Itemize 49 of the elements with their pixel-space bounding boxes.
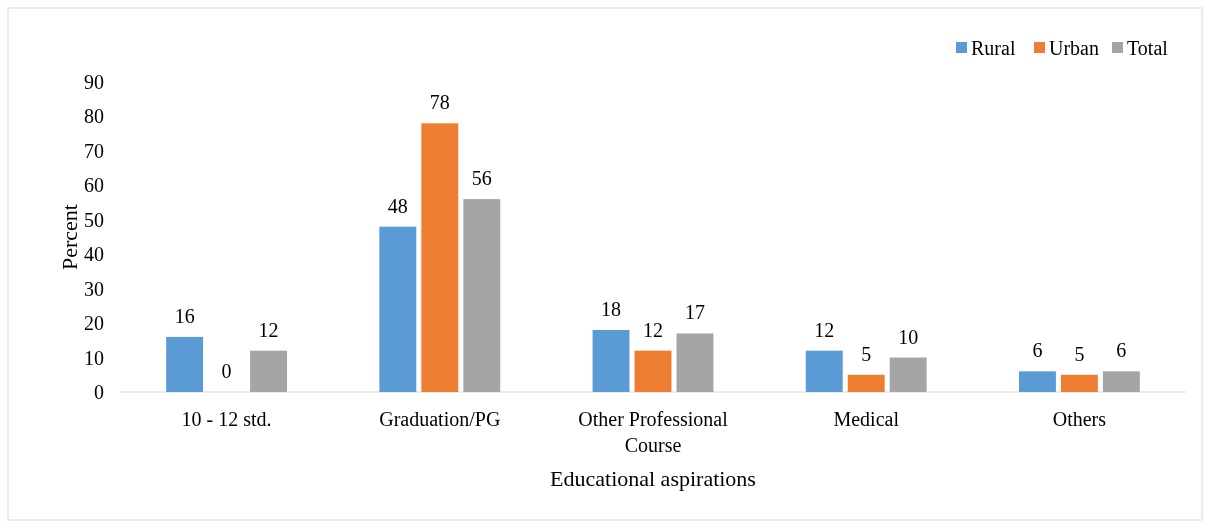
data-label: 12 (643, 318, 663, 341)
data-label: 12 (258, 318, 279, 341)
data-label: 16 (174, 304, 195, 327)
data-label: 48 (387, 194, 408, 217)
bar (889, 357, 927, 392)
bar (421, 123, 459, 392)
bar (379, 226, 417, 392)
legend-label: Rural (971, 37, 1016, 59)
data-label: 10 (898, 325, 919, 348)
bar (592, 330, 630, 392)
bar (634, 350, 672, 392)
data-label: 6 (1032, 339, 1043, 362)
x-axis-title: Educational aspirations (550, 466, 756, 491)
bar (463, 199, 501, 392)
data-label: 56 (471, 167, 492, 190)
data-label: 6 (1116, 339, 1127, 362)
bar (1018, 371, 1056, 392)
y-tick-label: 60 (84, 174, 104, 197)
y-tick-label: 0 (94, 381, 104, 403)
y-tick-label: 40 (84, 243, 104, 266)
x-tick-label: Others (1052, 408, 1107, 430)
data-label: 5 (861, 342, 872, 365)
bar (166, 336, 204, 392)
bar (676, 333, 714, 392)
data-label: 12 (814, 318, 835, 341)
y-tick-label: 80 (84, 105, 104, 128)
y-tick-label: 10 (84, 346, 104, 369)
legend-label: Urban (1049, 37, 1099, 59)
bar (250, 350, 288, 392)
x-tick-label: Medical (833, 408, 900, 430)
x-tick-label: 10 - 12 std. (181, 408, 272, 430)
legend-label: Total (1127, 37, 1169, 59)
bar (1102, 371, 1140, 392)
data-label: 18 (601, 298, 622, 320)
y-tick-label: 70 (84, 139, 104, 162)
data-label: 78 (429, 91, 450, 114)
data-label: 0 (221, 360, 232, 382)
bar (1060, 374, 1098, 392)
bar (847, 374, 885, 392)
y-tick-label: 90 (84, 71, 104, 93)
y-tick-label: 20 (84, 312, 104, 335)
y-axis-title: Percent (57, 204, 82, 270)
x-tick-label: Graduation/PG (379, 408, 501, 430)
bar (805, 350, 843, 392)
x-tick-label: Other Professional Course (578, 408, 729, 456)
data-label: 5 (1074, 342, 1085, 365)
data-label: 17 (684, 301, 705, 324)
y-tick-label: 50 (84, 208, 104, 231)
y-tick-label: 30 (84, 277, 104, 300)
